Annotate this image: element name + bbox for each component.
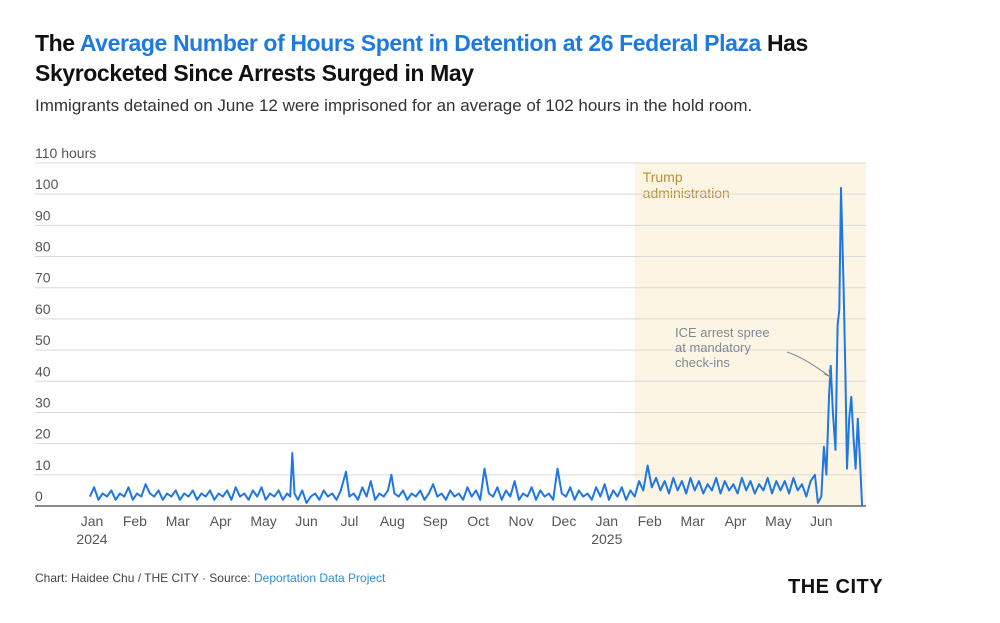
chart-subtitle: Immigrants detained on June 12 were impr… xyxy=(35,96,753,115)
x-tick-year-label: 2025 xyxy=(591,531,622,547)
title-prefix: The xyxy=(35,30,80,56)
x-tick-label: May xyxy=(765,513,791,529)
annotation-text: at mandatory xyxy=(675,340,751,355)
x-tick-label: Mar xyxy=(166,513,190,529)
x-tick-label: May xyxy=(250,513,276,529)
x-tick-label: Feb xyxy=(638,513,662,529)
y-tick-label: 0 xyxy=(35,488,43,504)
x-tick-label: Aug xyxy=(380,513,405,529)
x-tick-label: Apr xyxy=(725,513,747,529)
x-tick-label: Apr xyxy=(210,513,232,529)
x-tick-label: Jun xyxy=(810,513,833,529)
data-line xyxy=(88,186,864,507)
y-tick-label: 40 xyxy=(35,363,51,379)
credit-text: Chart: Haidee Chu / THE CITY · Source: xyxy=(35,571,254,585)
x-tick-year-label: 2024 xyxy=(76,531,107,547)
x-tick-label: Nov xyxy=(509,513,534,529)
y-tick-label: 80 xyxy=(35,239,51,255)
shaded-region-label: Trump xyxy=(643,169,683,185)
y-tick-label: 110 hours xyxy=(35,145,96,161)
x-tick-label: Sep xyxy=(423,513,448,529)
x-tick-label: Jan xyxy=(596,513,619,529)
y-tick-label: 20 xyxy=(35,426,51,442)
annotation-arrow xyxy=(786,351,831,378)
shaded-region-label: administration xyxy=(643,185,730,201)
x-tick-label: Mar xyxy=(681,513,705,529)
y-tick-label: 100 xyxy=(35,176,59,192)
y-tick-label: 60 xyxy=(35,301,51,317)
x-tick-label: Jul xyxy=(340,513,358,529)
x-tick-label: Feb xyxy=(123,513,147,529)
chart-credit: Chart: Haidee Chu / THE CITY · Source: D… xyxy=(35,571,385,585)
y-tick-label: 70 xyxy=(35,270,51,286)
source-link[interactable]: Deportation Data Project xyxy=(253,571,386,585)
annotation-text: check-ins xyxy=(675,355,730,370)
annotation-arrowhead xyxy=(823,369,831,378)
x-tick-label: Jun xyxy=(295,513,318,529)
x-tick-label: Oct xyxy=(467,513,489,529)
title-suffix: Has Skyrocketed Since Arrests Surged in … xyxy=(35,30,808,86)
annotation-text: ICE arrest spree xyxy=(675,325,770,340)
x-tick-label: Jan xyxy=(81,513,104,529)
y-tick-label: 90 xyxy=(35,207,51,223)
y-tick-label: 10 xyxy=(35,457,51,473)
chart-title: The Average Number of Hours Spent in Det… xyxy=(35,28,935,88)
y-tick-label: 50 xyxy=(35,332,51,348)
the-city-logo: THE CITY xyxy=(788,576,884,598)
y-tick-label: 30 xyxy=(35,394,51,410)
title-highlight: Average Number of Hours Spent in Detenti… xyxy=(79,30,762,56)
x-tick-label: Dec xyxy=(551,513,576,529)
